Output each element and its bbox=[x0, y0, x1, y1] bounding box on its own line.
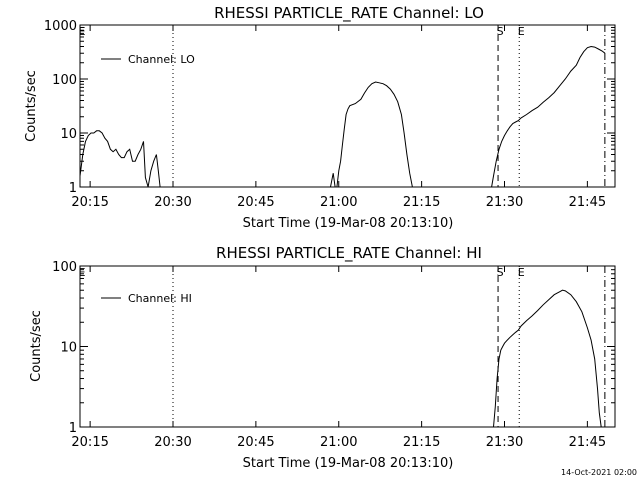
x-tick-label-hi: 20:15 bbox=[71, 435, 108, 450]
legend-label-lo: Channel: LO bbox=[128, 53, 195, 66]
y-axis-label-lo: Counts/sec bbox=[24, 70, 39, 142]
x-tick-label-hi: 21:00 bbox=[320, 435, 357, 450]
y-tick-label-hi: 100 bbox=[52, 260, 77, 275]
y-tick-label-lo: 1000 bbox=[44, 19, 77, 34]
x-tick-label-hi: 20:30 bbox=[154, 435, 191, 450]
series-line-lo bbox=[491, 45, 606, 188]
legend-label-hi: Channel: HI bbox=[128, 292, 192, 305]
event-marker-label-hi: S bbox=[497, 266, 504, 279]
event-marker-label-hi: E bbox=[79, 266, 86, 279]
series-line-hi bbox=[493, 289, 602, 428]
panel-lo: RHESSI PARTICLE_RATE Channel: LO 20:15 20… bbox=[24, 4, 616, 231]
x-tick-label-hi: 20:45 bbox=[237, 435, 274, 450]
event-marker-label-lo: S bbox=[497, 25, 504, 38]
x-tick-label-hi: 21:45 bbox=[569, 435, 606, 450]
event-marker-label-lo: E bbox=[79, 25, 86, 38]
series-line-lo bbox=[79, 130, 161, 188]
event-marker-label-hi: E bbox=[518, 266, 525, 279]
generated-timestamp: 14-Oct-2021 02:00 bbox=[561, 468, 637, 477]
data-layer-lo: 20:15 20:30 20:45 21:00 21:15 21:30 21:45 1 10 10… bbox=[44, 19, 615, 210]
y-tick-label-hi: 1 bbox=[69, 421, 77, 436]
y-tick-label-lo: 1 bbox=[69, 181, 77, 196]
panel-hi: RHESSI PARTICLE_RATE Channel: HI 20:15 20… bbox=[29, 244, 616, 471]
x-axis-label-lo: Start Time (19-Mar-08 20:13:10) bbox=[243, 216, 454, 231]
x-tick-label-lo: 21:00 bbox=[320, 195, 357, 210]
data-layer-hi: 20:15 20:30 20:45 21:00 21:15 21:30 21:45 1 10 10… bbox=[52, 260, 615, 450]
event-marker-label-lo: E bbox=[518, 25, 525, 38]
x-tick-label-hi: 21:30 bbox=[486, 435, 523, 450]
y-tick-label-lo: 100 bbox=[52, 73, 77, 88]
chart-title-lo: RHESSI PARTICLE_RATE Channel: LO bbox=[214, 4, 484, 23]
y-axis-label-hi: Counts/sec bbox=[29, 310, 44, 382]
x-tick-label-lo: 21:15 bbox=[403, 195, 440, 210]
x-tick-label-lo: 20:45 bbox=[237, 195, 274, 210]
x-tick-label-hi: 21:15 bbox=[403, 435, 440, 450]
x-tick-label-lo: 20:15 bbox=[71, 195, 108, 210]
y-tick-label-hi: 10 bbox=[60, 341, 77, 356]
y-tick-label-lo: 10 bbox=[60, 127, 77, 142]
x-tick-label-lo: 20:30 bbox=[154, 195, 191, 210]
chart-title-hi: RHESSI PARTICLE_RATE Channel: HI bbox=[216, 244, 482, 263]
x-axis-label-hi: Start Time (19-Mar-08 20:13:10) bbox=[243, 456, 454, 471]
x-tick-label-lo: 21:30 bbox=[486, 195, 523, 210]
x-tick-label-lo: 21:45 bbox=[569, 195, 606, 210]
series-line-lo bbox=[330, 81, 413, 188]
